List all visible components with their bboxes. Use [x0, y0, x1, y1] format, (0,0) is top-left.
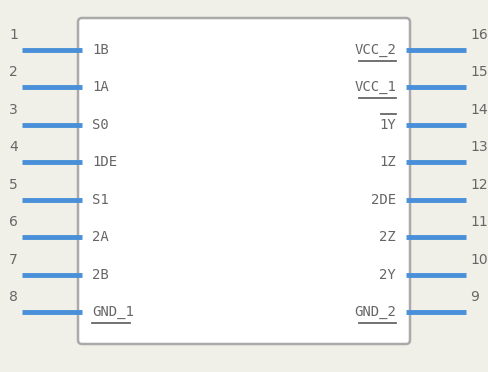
Text: 2Y: 2Y — [379, 267, 396, 282]
Text: 9: 9 — [470, 290, 479, 304]
Text: VCC_1: VCC_1 — [354, 80, 396, 94]
Text: 1A: 1A — [92, 80, 109, 94]
Text: VCC_2: VCC_2 — [354, 43, 396, 57]
Text: 11: 11 — [470, 215, 488, 229]
Text: 1DE: 1DE — [92, 155, 117, 169]
Text: 2A: 2A — [92, 230, 109, 244]
Text: 12: 12 — [470, 178, 488, 192]
Text: 1: 1 — [9, 28, 18, 42]
Text: 5: 5 — [9, 178, 18, 192]
Text: 13: 13 — [470, 140, 488, 154]
Text: 6: 6 — [9, 215, 18, 229]
Text: 4: 4 — [9, 140, 18, 154]
Text: S0: S0 — [92, 118, 109, 132]
Text: 1B: 1B — [92, 43, 109, 57]
Text: GND_2: GND_2 — [354, 305, 396, 319]
FancyBboxPatch shape — [78, 18, 410, 344]
Text: 2Z: 2Z — [379, 230, 396, 244]
Text: 8: 8 — [9, 290, 18, 304]
Text: 3: 3 — [9, 103, 18, 117]
Text: 1Z: 1Z — [379, 155, 396, 169]
Text: 7: 7 — [9, 253, 18, 267]
Text: 2B: 2B — [92, 267, 109, 282]
Text: GND_1: GND_1 — [92, 305, 134, 319]
Text: 14: 14 — [470, 103, 488, 117]
Text: 15: 15 — [470, 65, 488, 80]
Text: S1: S1 — [92, 193, 109, 207]
Text: 2DE: 2DE — [371, 193, 396, 207]
Text: 2: 2 — [9, 65, 18, 80]
Text: 16: 16 — [470, 28, 488, 42]
Text: 10: 10 — [470, 253, 488, 267]
Text: 1Y: 1Y — [379, 118, 396, 132]
